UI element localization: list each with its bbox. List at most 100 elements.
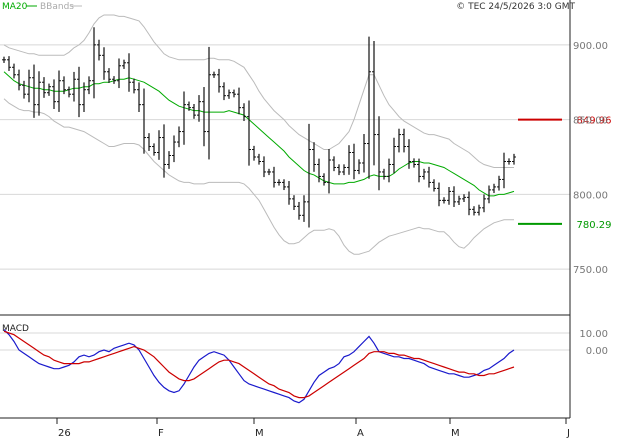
ohlc-bar (122, 59, 126, 69)
ohlc-bar (77, 66, 81, 118)
ohlc-bar (342, 164, 346, 176)
copyright-notice: © TEC 24/5/2026 3:0 GMT (456, 2, 575, 12)
ohlc-bar (472, 206, 476, 216)
ohlc-bar (372, 40, 376, 166)
ohlc-bar (62, 76, 66, 95)
support-label: 780.29 (577, 220, 612, 231)
ohlc-bar (197, 95, 201, 122)
ohlc-bar (107, 68, 111, 83)
ohlc-bar (422, 168, 426, 180)
ohlc-bar (512, 153, 516, 165)
ohlc-bar (467, 191, 471, 216)
x-tick-label: F (158, 428, 164, 439)
ohlc-bar (142, 88, 146, 154)
support-resistance-levels: 849.96 780.29 (518, 116, 612, 231)
x-tick-label: 26 (58, 428, 71, 439)
resistance-label: 849.96 (577, 116, 612, 127)
ohlc-bar (242, 103, 246, 122)
ohlc-bar (497, 175, 501, 191)
ohlc-bar (307, 123, 311, 228)
ohlc-bar (87, 76, 91, 95)
ohlc-bar (367, 36, 371, 179)
signal-line (3, 330, 515, 399)
ohlc-bar (237, 87, 241, 115)
ohlc-bar (32, 64, 36, 118)
ohlc-bar (462, 194, 466, 203)
macd-tick-label: 0.00 (586, 346, 608, 357)
ohlc-bar (212, 71, 216, 78)
ohlc-bar (232, 89, 236, 98)
ohlc-bar (147, 133, 151, 151)
ohlc-bars (2, 27, 516, 228)
ohlc-bar (117, 58, 121, 89)
ohlc-bar (387, 158, 391, 183)
ohlc-bar (227, 89, 231, 99)
ohlc-bar (92, 27, 96, 99)
ohlc-bar (207, 46, 211, 160)
ohlc-bar (267, 168, 271, 176)
ohlc-bar (437, 182, 441, 207)
ohlc-bar (167, 151, 171, 169)
price-axis-labels: 900.00 850.00 800.00 750.00 (573, 41, 608, 276)
ohlc-bar (397, 128, 401, 153)
ohlc-bar (272, 166, 276, 188)
ohlc-bar (402, 128, 406, 153)
ohlc-bar (407, 139, 411, 169)
legend-bbands: BBands (40, 2, 74, 12)
ohlc-bar (42, 77, 46, 98)
ohlc-bar (67, 86, 71, 98)
ohlc-bar (37, 71, 41, 116)
ohlc-bar (202, 87, 206, 147)
ohlc-bar (192, 103, 196, 119)
ohlc-bar (427, 166, 431, 188)
ohlc-bar (287, 181, 291, 205)
macd-lines (3, 329, 515, 404)
ohlc-bar (457, 195, 461, 205)
ohlc-bar (172, 135, 176, 163)
price-tick-label: 900.00 (573, 41, 608, 52)
ohlc-bar (297, 201, 301, 220)
ohlc-bar (132, 78, 136, 94)
price-gridlines (0, 44, 570, 270)
ohlc-bar (17, 69, 21, 91)
ohlc-bar (97, 39, 101, 61)
ohlc-bar (22, 80, 26, 99)
ohlc-bar (382, 168, 386, 180)
ohlc-bar (337, 164, 341, 176)
ohlc-bar (482, 194, 486, 213)
ohlc-bar (487, 185, 491, 204)
ohlc-bar (282, 179, 286, 191)
price-tick-label: 750.00 (573, 265, 608, 276)
ohlc-bar (102, 47, 106, 80)
price-panel-frame (0, 0, 570, 314)
x-tick-label: J (566, 428, 570, 439)
macd-title: MACD (2, 324, 29, 334)
ohlc-bar (322, 173, 326, 186)
ohlc-bar (447, 186, 451, 205)
ohlc-bar (177, 126, 181, 148)
ohlc-bar (317, 158, 321, 183)
ohlc-bar (347, 145, 351, 175)
ohlc-bar (52, 79, 56, 110)
ohlc-bar (152, 143, 156, 156)
x-axis-ticks: 26 F M A M J (56, 418, 570, 439)
ohlc-bar (72, 71, 76, 102)
ohlc-bar (137, 82, 141, 112)
ohlc-bar (277, 179, 281, 186)
ohlc-bar (112, 76, 116, 84)
ohlc-bar (262, 156, 266, 178)
ohlc-bar (432, 179, 436, 192)
ohlc-bar (292, 195, 296, 211)
ohlc-bar (442, 197, 446, 204)
ohlc-bar (127, 53, 131, 92)
bollinger-bands (3, 14, 514, 255)
bb-lower-line (3, 98, 514, 255)
ohlc-bar (222, 82, 226, 101)
ohlc-bar (392, 137, 396, 174)
ohlc-bar (327, 149, 331, 194)
ohlc-bar (477, 204, 481, 216)
ohlc-bar (507, 158, 511, 165)
macd-axis-labels: 10.00 0.00 (579, 329, 608, 357)
ohlc-bar (412, 158, 416, 168)
ohlc-bar (352, 143, 356, 180)
